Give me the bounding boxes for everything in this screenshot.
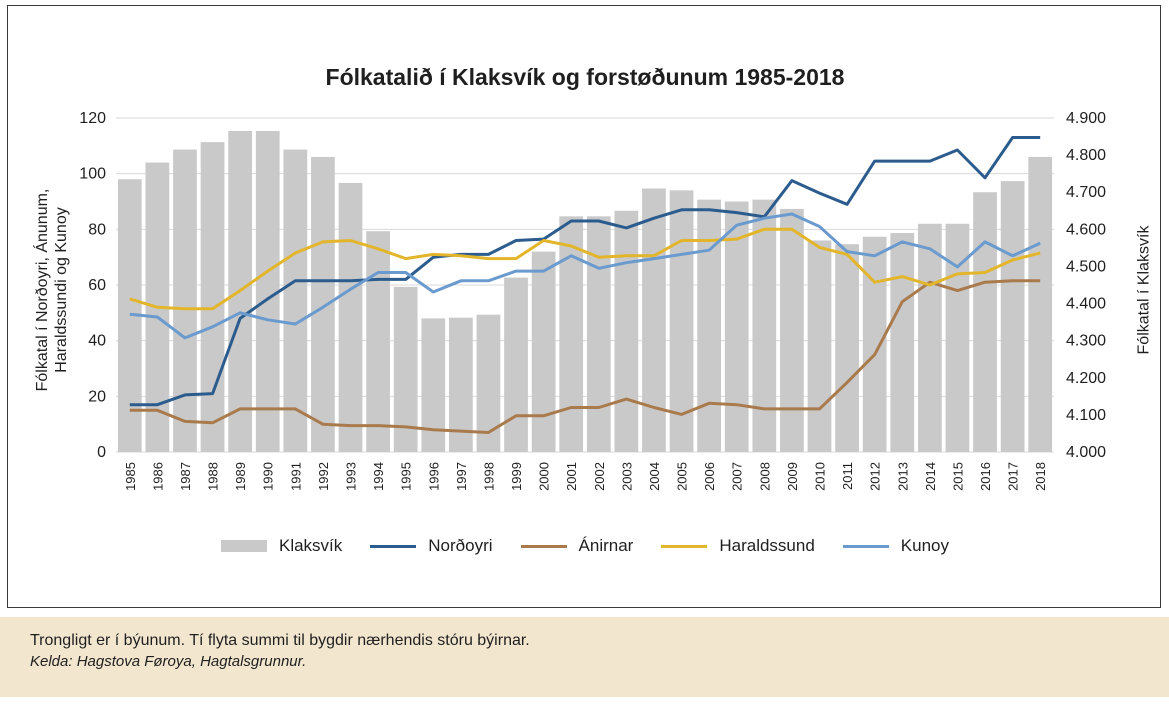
bar-klaksvik (587, 216, 611, 452)
chart-plot: 0 20 40 60 80 100 120 4.000 4.100 4.200 4.300 4.400… (8, 6, 1162, 526)
y-right-tick-label: 4.800 (1066, 147, 1106, 164)
x-tick-label: 2012 (868, 462, 883, 491)
bar-klaksvik (1028, 157, 1052, 452)
legend-label: Klaksvík (279, 536, 342, 556)
bar-klaksvik (697, 200, 721, 452)
x-tick-label: 1986 (150, 462, 165, 491)
legend-label: Haraldssund (719, 536, 814, 556)
y-axis-left-label: Fólkatal í Norðoyri, Ánunum, Haraldssund… (33, 140, 71, 440)
y-right-tick-label: 4.000 (1066, 444, 1106, 461)
bar-klaksvik (504, 278, 528, 452)
bar-klaksvik (339, 183, 363, 452)
x-tick-label: 1998 (481, 462, 496, 491)
y-right-tick-label: 4.100 (1066, 407, 1106, 424)
chart-legend: Klaksvík Norðoyri Ánirnar Haraldssund Kunoy (8, 536, 1162, 556)
bar-klaksvik (283, 150, 307, 452)
bar-klaksvik (366, 231, 390, 452)
legend-item-series-2: Ánirnar (521, 536, 634, 556)
bar-klaksvik (421, 318, 445, 452)
bar-klaksvik (559, 216, 583, 452)
x-tick-label: 2017 (1006, 462, 1021, 491)
legend-swatch (370, 545, 416, 548)
legend-label: Kunoy (901, 536, 949, 556)
x-tick-label: 2000 (537, 462, 552, 491)
x-tick-label: 2016 (978, 462, 993, 491)
y-left-tick-label: 120 (79, 110, 106, 127)
bar-klaksvik (835, 244, 859, 452)
x-tick-label: 1988 (206, 462, 221, 491)
y-axis-right-label: Fólkatal í Klaksvík (1135, 226, 1154, 355)
chart-frame: Fólkatalið í Klaksvík og forstøðunum 198… (7, 5, 1161, 608)
bar-klaksvik (890, 233, 914, 452)
x-tick-label: 2014 (923, 462, 938, 491)
legend-item-series-1: Norðoyri (370, 536, 492, 556)
footnote-box: Trongligt er í býunum. Tí flyta summi ti… (0, 617, 1169, 697)
legend-item-series-4: Kunoy (843, 536, 949, 556)
footnote-text: Trongligt er í býunum. Tí flyta summi ti… (30, 632, 1169, 650)
x-tick-label: 2004 (647, 462, 662, 491)
bar-klaksvik (642, 189, 666, 452)
bar-klaksvik (1001, 181, 1025, 452)
bar-klaksvik (311, 157, 335, 452)
x-tick-label: 1995 (399, 462, 414, 491)
bar-klaksvik (808, 240, 832, 452)
x-tick-label: 2005 (675, 462, 690, 491)
y-right-tick-label: 4.200 (1066, 370, 1106, 387)
y-right-tick-label: 4.500 (1066, 258, 1106, 275)
x-tick-label: 2006 (702, 462, 717, 491)
y-left-tick-label: 40 (88, 333, 106, 350)
legend-swatch (521, 545, 567, 548)
footnote-source: Kelda: Hagstova Føroya, Hagtalsgrunnur. (30, 653, 1169, 670)
x-tick-label: 1990 (261, 462, 276, 491)
x-tick-label: 1985 (123, 462, 138, 491)
x-tick-label: 2009 (785, 462, 800, 491)
bar-klaksvik (863, 237, 887, 452)
bar-klaksvik (918, 224, 942, 452)
y-right-tick-label: 4.700 (1066, 184, 1106, 201)
x-tick-label: 1997 (454, 462, 469, 491)
bar-klaksvik (173, 150, 197, 452)
x-tick-label: 1991 (288, 462, 303, 491)
x-tick-label: 1989 (233, 462, 248, 491)
y-left-tick-label: 80 (88, 221, 106, 238)
y-right-tick-label: 4.400 (1066, 296, 1106, 313)
x-tick-label: 2003 (619, 462, 634, 491)
x-tick-label: 1999 (509, 462, 524, 491)
x-tick-label: 1992 (316, 462, 331, 491)
x-tick-label: 2001 (564, 462, 579, 491)
y-left-tick-label: 60 (88, 277, 106, 294)
bar-klaksvik (532, 252, 556, 452)
x-tick-label: 1996 (426, 462, 441, 491)
x-tick-label: 2010 (813, 462, 828, 491)
x-tick-label: 1994 (371, 462, 386, 491)
legend-label: Ánirnar (579, 536, 634, 556)
y-left-tick-label: 20 (88, 388, 106, 405)
legend-swatch (661, 545, 707, 548)
bar-klaksvik (201, 142, 225, 452)
bar-klaksvik (780, 209, 804, 452)
y-left-tick-label: 100 (79, 166, 106, 183)
x-tick-label: 1993 (344, 462, 359, 491)
legend-swatch (221, 540, 267, 552)
legend-swatch (843, 545, 889, 548)
x-tick-label: 1987 (178, 462, 193, 491)
legend-label: Norðoyri (428, 536, 492, 556)
x-tick-label: 2015 (950, 462, 965, 491)
x-tick-label: 2002 (592, 462, 607, 491)
x-tick-label: 2008 (757, 462, 772, 491)
x-tick-label: 2013 (895, 462, 910, 491)
x-tick-label: 2007 (730, 462, 745, 491)
legend-item-series-3: Haraldssund (661, 536, 814, 556)
y-right-tick-label: 4.600 (1066, 221, 1106, 238)
bar-klaksvik (256, 131, 280, 452)
bar-klaksvik (752, 200, 776, 452)
bar-klaksvik (615, 211, 639, 452)
bar-klaksvik (973, 192, 997, 452)
y-right-tick-label: 4.900 (1066, 110, 1106, 127)
y-right-tick-label: 4.300 (1066, 333, 1106, 350)
y-left-tick-label: 0 (97, 444, 106, 461)
x-tick-label: 2018 (1033, 462, 1048, 491)
x-tick-label: 2011 (840, 462, 855, 490)
legend-item-klaksvik: Klaksvík (221, 536, 342, 556)
